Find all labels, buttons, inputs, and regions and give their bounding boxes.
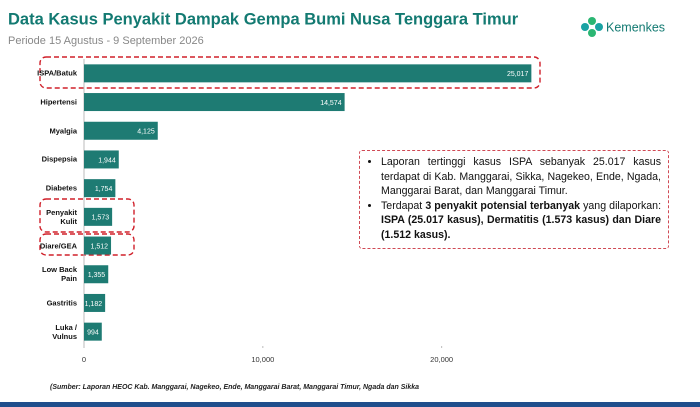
value-label: 25,017 [507,71,529,78]
category-label: Myalgia [49,126,77,136]
value-label: 14,574 [320,100,342,107]
category-label: Hipertensi [40,97,77,107]
bar [84,64,532,83]
highlight-box [39,198,135,233]
category-label: Luka / Vulnus [52,322,77,341]
value-label: 994 [87,329,99,336]
category-label: Gastritis [46,298,77,308]
bar [84,179,116,198]
value-label: 4,125 [137,129,155,136]
highlight-box [39,233,135,256]
bar [84,236,112,255]
value-label: 1,754 [95,186,113,193]
bar [84,207,113,226]
value-label: 1,355 [88,272,106,279]
category-label: Low Back Pain [41,265,77,284]
category-label: ISPA/Batuk [37,68,77,78]
category-label: Diabetes [45,183,77,193]
bar [84,322,102,341]
note-bullet: Laporan tertinggi kasus ISPA sebanyak 25… [381,155,661,199]
category-label: Penyakit Kulit [46,207,77,226]
bar [84,265,109,284]
note-text: Laporan tertinggi kasus ISPA sebanyak 25… [381,156,661,197]
x-tick-label: 20,000 [430,355,453,364]
note-box: Laporan tertinggi kasus ISPA sebanyak 25… [359,150,669,249]
logo-icon [581,17,603,37]
bar [84,121,158,140]
source: (Sumber: Laporan HEOC Kab. Manggarai, Na… [50,384,419,391]
bar [84,93,345,112]
bar [84,150,119,169]
category-label: Diare/GEA [39,241,77,251]
bar [84,293,106,312]
note-bullet: Terdapat 3 penyakit potensial terbanyak … [381,199,661,243]
category-label: Dispepsia [41,154,77,164]
subtitle: Periode 15 Agustus - 9 September 2026 [8,35,204,47]
note-text: yang dilaporkan: [580,199,662,212]
value-label: 1,182 [85,301,103,308]
note-bold: 3 penyakit potensial terbanyak [425,199,581,212]
title: Data Kasus Penyakit Dampak Gempa Bumi Nu… [8,10,519,28]
footer-bar [0,402,700,407]
highlight-box [39,56,541,89]
logo-text: Kemenkes [606,20,665,34]
value-label: 1,512 [91,243,109,250]
value-label: 1,944 [98,157,116,164]
value-label: 1,573 [92,215,110,222]
note-text: Terdapat [381,199,426,212]
note-bold: ISPA (25.017 kasus), Dermatitis (1.573 k… [381,214,661,241]
x-tick-label: 0 [82,355,86,364]
x-tick-label: 10,000 [251,355,274,364]
